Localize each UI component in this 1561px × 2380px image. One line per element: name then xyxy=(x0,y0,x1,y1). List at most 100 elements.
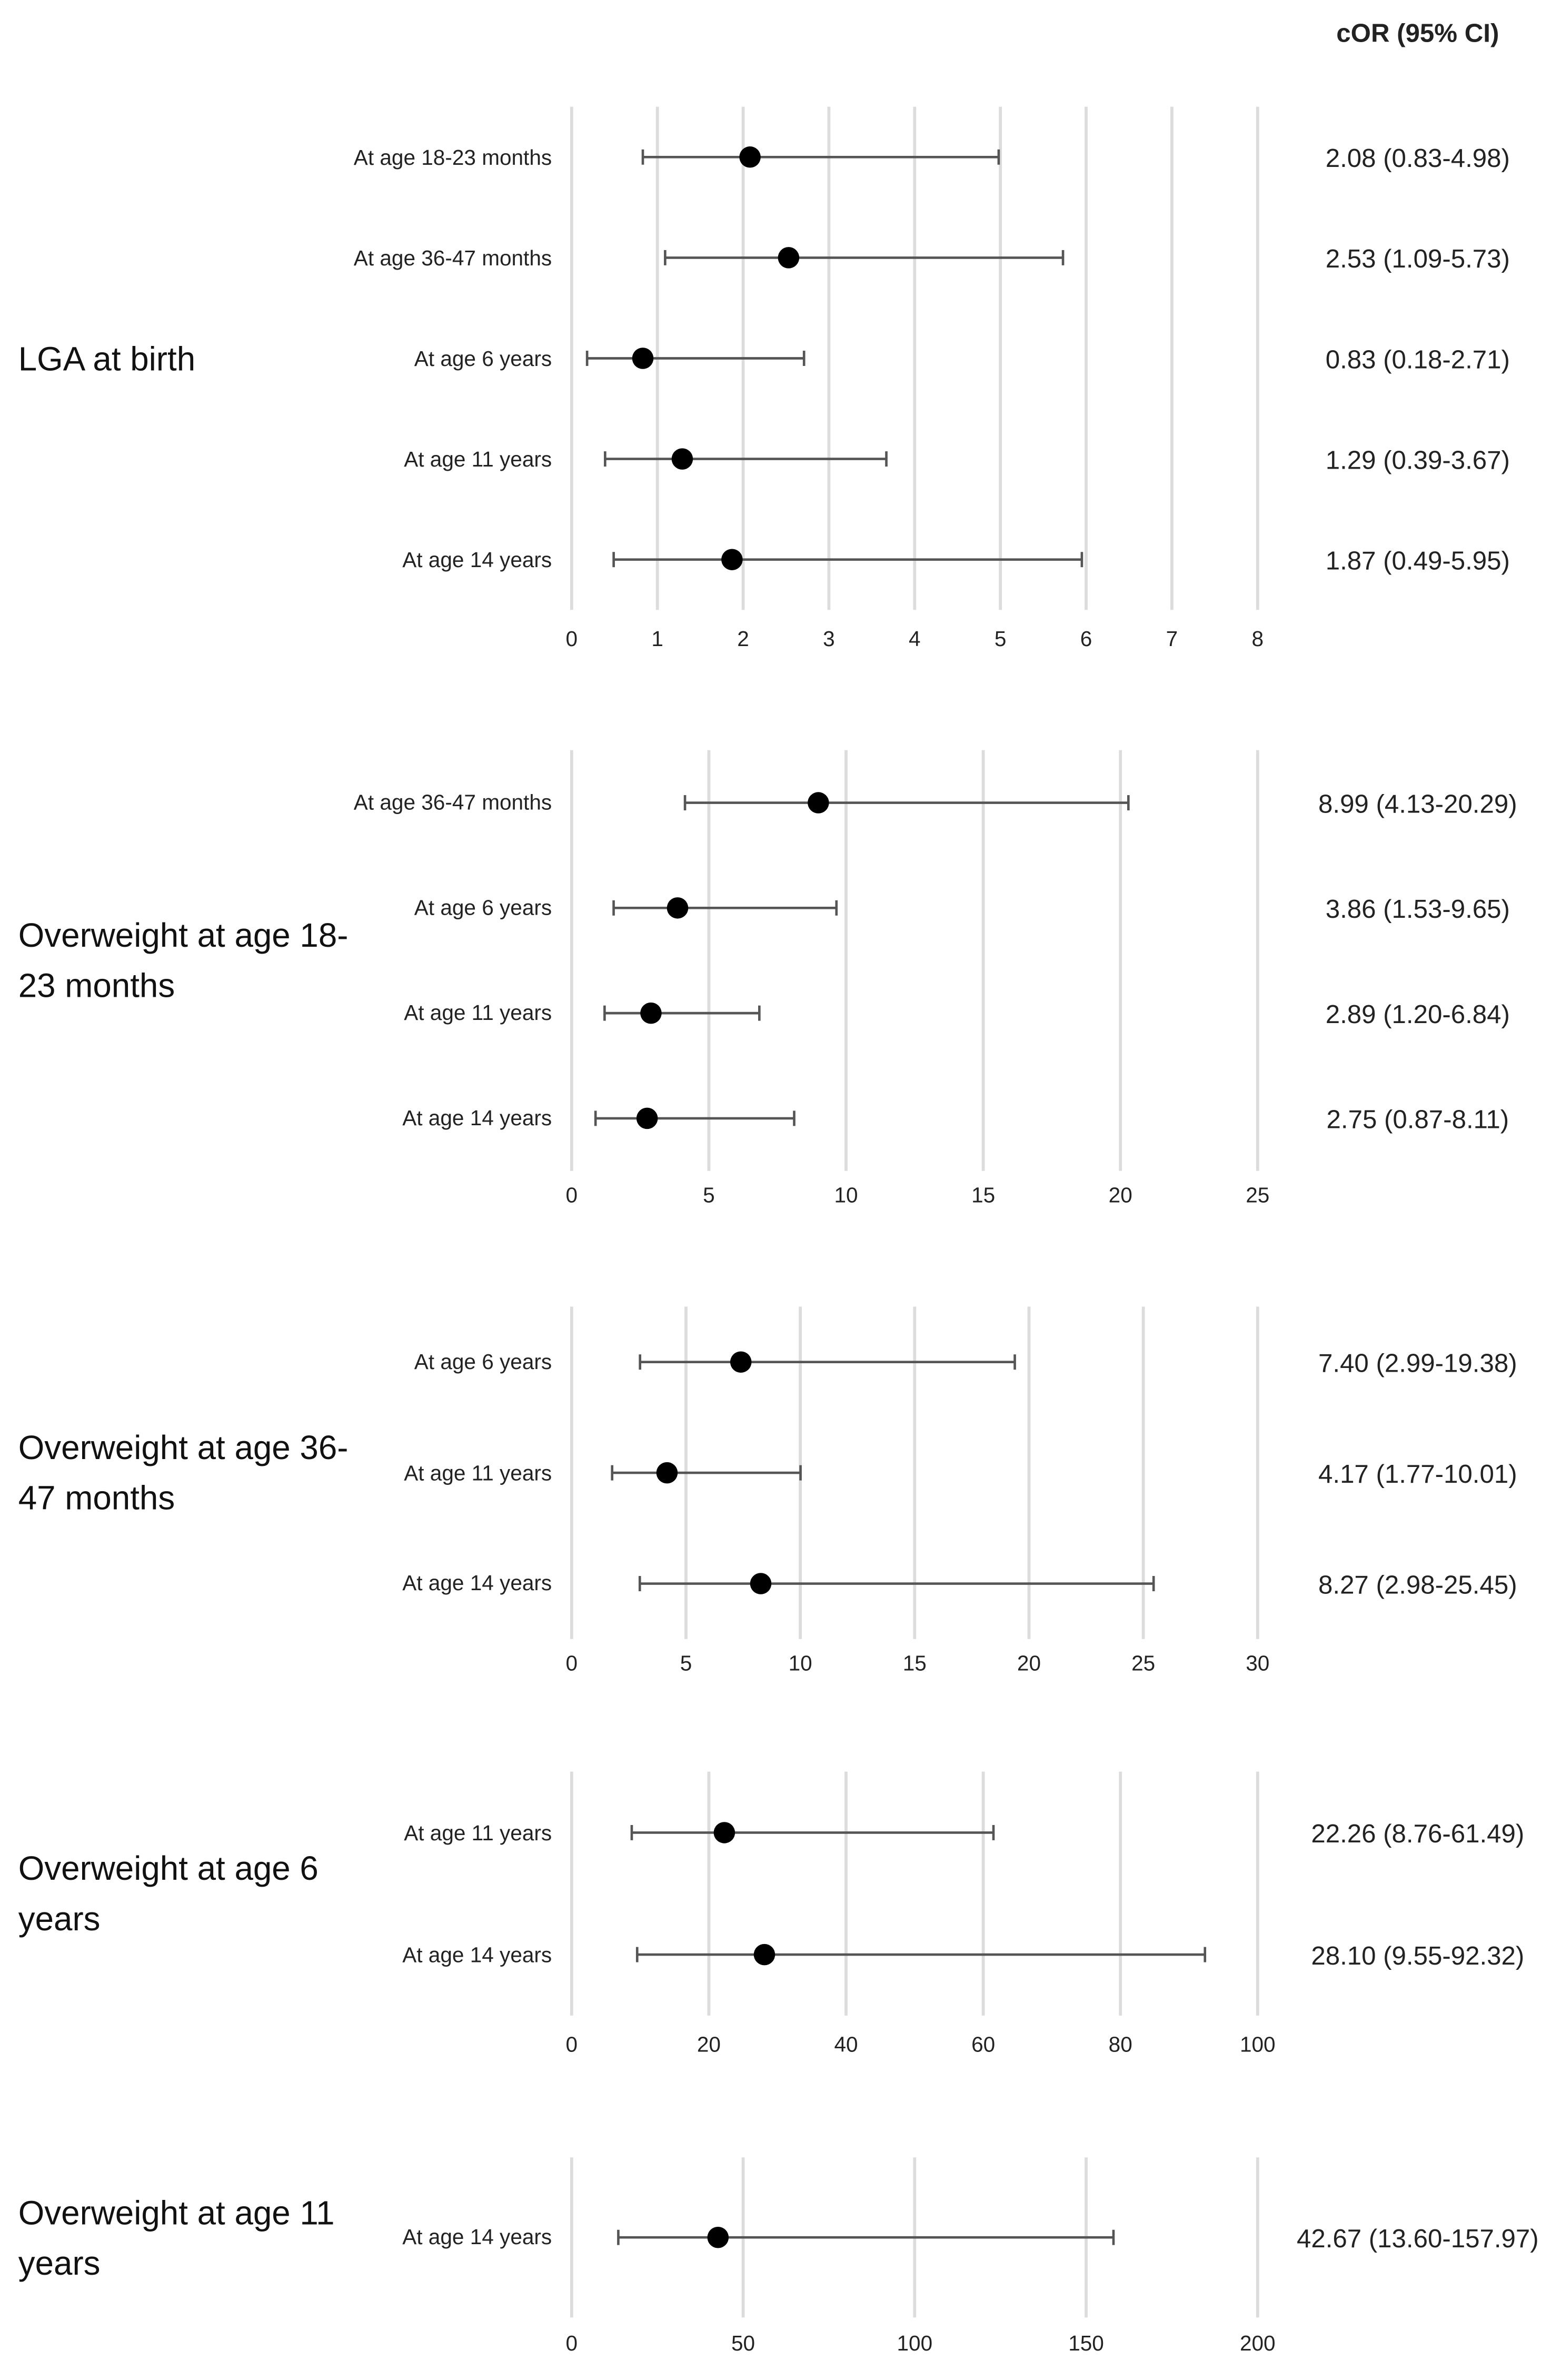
x-tick-label: 0 xyxy=(566,1651,578,1675)
group-label: LGA at birth xyxy=(18,339,196,378)
group-label: Overweight at age 18-23 months xyxy=(18,916,349,1005)
value-label: 0.83 (0.18-2.71) xyxy=(1326,345,1510,374)
point-estimate xyxy=(730,1351,752,1373)
value-label: 1.29 (0.39-3.67) xyxy=(1326,445,1510,474)
point-estimate xyxy=(753,1943,775,1966)
value-label: 2.75 (0.87-8.11) xyxy=(1327,1105,1509,1134)
x-tick-label: 150 xyxy=(1068,2331,1104,2355)
value-label: 1.87 (0.49-5.95) xyxy=(1326,546,1510,575)
x-tick-label: 1 xyxy=(651,627,663,651)
x-tick-label: 15 xyxy=(971,1183,995,1207)
category-label: At age 36-47 months xyxy=(353,244,552,270)
x-tick-label: 80 xyxy=(1109,2032,1132,2057)
category-label-box: At age 11 years xyxy=(404,1000,552,1025)
point-estimate xyxy=(636,1107,658,1129)
x-tick-label: 20 xyxy=(1017,1651,1041,1675)
point-estimate xyxy=(667,897,689,919)
x-tick-label: 4 xyxy=(909,627,921,651)
category-label-box: At age 18-23 months xyxy=(353,144,552,169)
group-label: Overweight at age 6 years xyxy=(18,1849,319,1938)
group-label-box: Overweight at age 6 years xyxy=(18,1849,319,1938)
x-tick-label: 0 xyxy=(566,2032,578,2057)
category-label-box: At age 6 years xyxy=(414,345,552,370)
value-label: 4.17 (1.77-10.01) xyxy=(1318,1460,1517,1489)
x-tick-label: 0 xyxy=(566,627,578,651)
x-tick-label: 25 xyxy=(1131,1651,1155,1675)
x-tick-label: 10 xyxy=(789,1651,812,1675)
value-label: 22.26 (8.76-61.49) xyxy=(1311,1819,1524,1848)
category-label: At age 14 years xyxy=(402,1570,552,1595)
category-label-box: At age 36-47 months xyxy=(353,244,552,270)
category-label: At age 14 years xyxy=(402,1105,552,1130)
x-tick-label: 0 xyxy=(566,1183,578,1207)
x-tick-label: 200 xyxy=(1240,2331,1276,2355)
x-tick-label: 60 xyxy=(971,2032,995,2057)
category-label: At age 36-47 months xyxy=(353,789,552,815)
x-tick-label: 30 xyxy=(1246,1651,1269,1675)
x-tick-label: 7 xyxy=(1166,627,1178,651)
point-estimate xyxy=(656,1462,678,1484)
point-estimate xyxy=(713,1822,735,1843)
x-tick-label: 15 xyxy=(903,1651,927,1675)
category-label: At age 18-23 months xyxy=(353,144,552,169)
group-label-box: LGA at birth xyxy=(18,339,196,378)
value-label: 2.89 (1.20-6.84) xyxy=(1326,1000,1510,1029)
point-estimate xyxy=(632,348,654,369)
x-tick-label: 5 xyxy=(703,1183,715,1207)
point-estimate xyxy=(707,2226,729,2248)
point-estimate xyxy=(750,1573,772,1594)
category-label: At age 6 years xyxy=(414,895,552,920)
x-tick-label: 50 xyxy=(731,2331,755,2355)
point-estimate xyxy=(640,1002,662,1024)
category-label-box: At age 14 years xyxy=(402,1105,552,1130)
x-tick-label: 100 xyxy=(1240,2032,1276,2057)
category-label: At age 14 years xyxy=(402,547,552,571)
x-tick-label: 2 xyxy=(737,627,749,651)
x-tick-label: 5 xyxy=(680,1651,692,1675)
point-estimate xyxy=(671,448,693,470)
category-label-box: At age 14 years xyxy=(402,2224,552,2249)
group-label: Overweight at age 36-47 months xyxy=(18,1429,349,1518)
category-label-box: At age 11 years xyxy=(404,1460,552,1484)
x-tick-label: 25 xyxy=(1246,1183,1269,1207)
group-label-box: Overweight at age 18-23 months xyxy=(18,916,349,1005)
point-estimate xyxy=(808,792,829,814)
x-tick-label: 5 xyxy=(995,627,1007,651)
category-label-box: At age 6 years xyxy=(414,895,552,920)
x-tick-label: 20 xyxy=(1109,1183,1132,1207)
value-label: 3.86 (1.53-9.65) xyxy=(1326,895,1510,924)
category-label: At age 6 years xyxy=(414,1349,552,1374)
category-label-box: At age 11 years xyxy=(404,1819,552,1845)
category-label-box: At age 14 years xyxy=(402,1941,552,1966)
category-label: At age 11 years xyxy=(404,1000,552,1025)
category-label: At age 11 years xyxy=(404,1460,552,1484)
x-tick-label: 100 xyxy=(897,2331,933,2355)
x-tick-label: 3 xyxy=(823,627,835,651)
group-label: Overweight at age 11 years xyxy=(18,2193,335,2282)
category-label-box: At age 14 years xyxy=(402,547,552,571)
category-label-box: At age 11 years xyxy=(404,445,552,471)
category-label: At age 14 years xyxy=(402,1941,552,1966)
x-tick-label: 20 xyxy=(697,2032,721,2057)
value-label: 8.99 (4.13-20.29) xyxy=(1318,789,1517,818)
category-label-box: At age 36-47 months xyxy=(353,789,552,815)
x-tick-label: 0 xyxy=(566,2331,578,2355)
category-label: At age 11 years xyxy=(404,1819,552,1845)
x-tick-label: 8 xyxy=(1252,627,1264,651)
value-label: 28.10 (9.55-92.32) xyxy=(1311,1941,1524,1970)
value-label: 42.67 (13.60-157.97) xyxy=(1297,2224,1539,2253)
point-estimate xyxy=(739,146,761,168)
group-label-box: Overweight at age 11 years xyxy=(18,2193,335,2282)
point-estimate xyxy=(721,549,743,570)
category-label: At age 11 years xyxy=(404,445,552,471)
value-label: 8.27 (2.98-25.45) xyxy=(1318,1570,1517,1599)
x-tick-label: 6 xyxy=(1080,627,1092,651)
value-label: 2.53 (1.09-5.73) xyxy=(1326,244,1510,273)
value-label: 7.40 (2.99-19.38) xyxy=(1318,1349,1517,1378)
category-label: At age 14 years xyxy=(402,2224,552,2249)
x-tick-label: 10 xyxy=(834,1183,858,1207)
value-label: 2.08 (0.83-4.98) xyxy=(1326,144,1510,173)
x-tick-label: 40 xyxy=(834,2032,858,2057)
